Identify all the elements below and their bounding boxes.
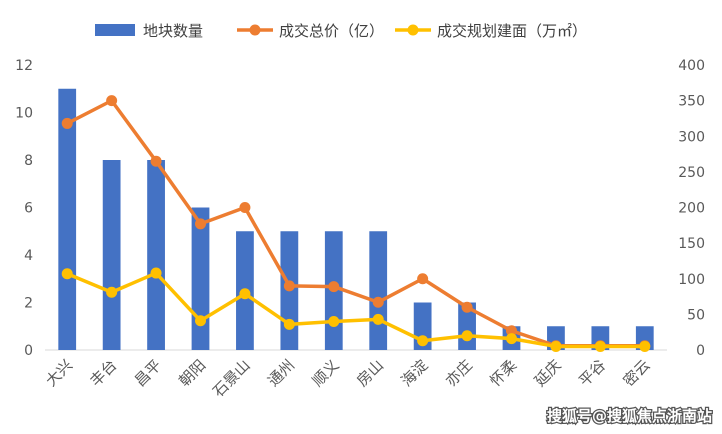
- left-tick-label: 10: [15, 106, 33, 122]
- left-axis: 0 2 4 6 8 10 12: [15, 58, 33, 359]
- left-tick-label: 2: [24, 296, 33, 312]
- series-line: [66, 271, 645, 349]
- bar: [369, 231, 388, 350]
- legend-label: 成交总价（亿）: [279, 22, 384, 40]
- category-label: 通州: [264, 356, 298, 390]
- line-point: [639, 340, 651, 352]
- left-tick-label: 4: [24, 248, 33, 264]
- right-tick-label: 150: [678, 236, 705, 252]
- watermark: 搜狐号@搜狐焦点浙南站: [546, 406, 714, 427]
- series-line: [66, 98, 645, 348]
- category-labels: 大兴 丰台 昌平 朝阳 石景山 通州 顺义 房山 海淀 亦庄 怀柔 延庆 平谷 密云: [42, 356, 654, 401]
- line-point: [506, 325, 517, 337]
- line-point: [283, 280, 295, 292]
- line-point: [150, 155, 162, 167]
- legend-swatch: [95, 24, 135, 36]
- right-tick-label: 400: [678, 58, 705, 74]
- legend-marker: [249, 24, 261, 36]
- line-point: [461, 330, 473, 342]
- legend-label: 地块数量: [143, 22, 203, 40]
- right-tick-label: 50: [687, 307, 705, 323]
- category-label: 密云: [620, 356, 654, 390]
- bar-series: [58, 88, 654, 350]
- line-point: [61, 268, 73, 280]
- line-point: [239, 288, 251, 300]
- category-label: 石景山: [209, 356, 254, 401]
- watermark-text: 搜狐号@搜狐焦点浙南站: [547, 407, 712, 425]
- category-label: 亦庄: [442, 356, 476, 390]
- line-point: [417, 273, 429, 285]
- line-point: [506, 333, 517, 345]
- line-point: [328, 281, 340, 293]
- category-label: 海淀: [398, 356, 432, 390]
- right-tick-label: 200: [678, 201, 705, 217]
- category-label: 怀柔: [486, 356, 520, 390]
- right-axis: 0 50 100 150 200 250 300 350 400: [678, 58, 705, 359]
- line-point: [372, 313, 384, 325]
- line-point: [106, 286, 118, 298]
- line-point: [195, 315, 206, 327]
- category-label: 昌平: [131, 356, 165, 390]
- line-point: [61, 117, 73, 129]
- bar: [147, 160, 165, 350]
- right-tick-label: 100: [678, 272, 705, 288]
- category-label: 延庆: [531, 356, 565, 390]
- bar: [58, 88, 77, 350]
- line-point: [195, 218, 206, 230]
- category-label: 朝阳: [175, 356, 209, 390]
- category-label: 房山: [353, 356, 387, 390]
- line-series: [61, 95, 651, 352]
- line-point: [283, 318, 295, 330]
- left-tick-label: 0: [24, 343, 33, 359]
- right-tick-label: 0: [696, 343, 705, 359]
- legend-label: 成交规划建面（万㎡）: [437, 22, 587, 40]
- left-tick-label: 8: [24, 153, 33, 169]
- line-point: [417, 335, 429, 347]
- category-label: 大兴: [42, 356, 76, 390]
- left-tick-label: 12: [15, 58, 33, 74]
- line-point: [461, 301, 473, 313]
- line-point: [372, 296, 384, 308]
- category-label: 顺义: [309, 356, 343, 390]
- category-label: 丰台: [87, 356, 121, 390]
- line-point: [594, 340, 606, 352]
- left-tick-label: 6: [24, 201, 33, 217]
- category-label: 平谷: [575, 356, 609, 390]
- line-point: [239, 202, 251, 213]
- line-point: [106, 95, 118, 107]
- bar: [102, 160, 121, 350]
- legend: 地块数量 成交总价（亿） 成交规划建面（万㎡）: [95, 22, 587, 40]
- line-point: [550, 340, 562, 352]
- right-tick-label: 350: [678, 94, 705, 110]
- legend-marker: [407, 24, 419, 36]
- right-tick-label: 250: [678, 165, 705, 181]
- right-tick-label: 300: [678, 129, 705, 145]
- line-point: [150, 267, 162, 279]
- line-point: [328, 316, 340, 327]
